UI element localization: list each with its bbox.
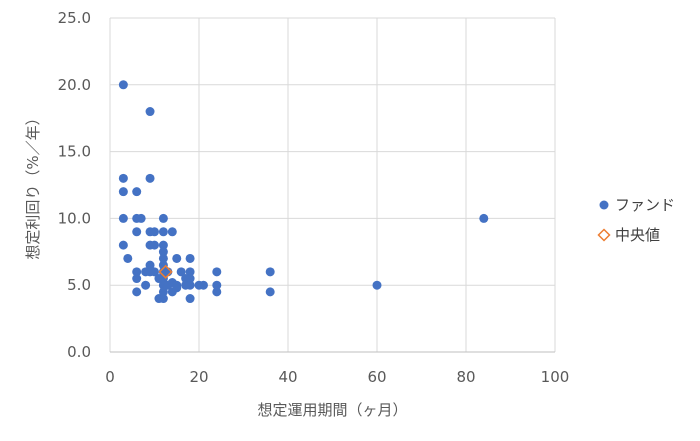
gridlines [109,17,556,353]
fund-point [158,213,168,223]
y-tick-label: 0.0 [67,343,91,361]
fund-point [132,187,142,197]
fund-point [212,267,222,277]
fund-point [185,274,195,284]
y-tick-label: 15.0 [58,143,91,161]
fund-point [150,267,159,277]
median-point [158,264,173,279]
legend: ファンド 中央値 [597,196,675,244]
legend-median-label: 中央値 [615,226,660,244]
fund-point [132,267,142,277]
fund-point [158,227,168,237]
y-tick-label: 10.0 [58,209,91,227]
fund-point [265,267,275,277]
fund-point [265,287,275,297]
fund-point [479,213,489,223]
y-axis-title: 想定利回り（%／年） [24,110,42,259]
fund-point [185,267,195,277]
fund-point [118,187,128,197]
fund-point [145,260,155,270]
x-tick-label: 80 [456,368,475,386]
fund-point [167,227,177,237]
fund-point [132,274,142,284]
fund-point [123,253,133,263]
fund-point [172,253,182,263]
x-tick-label: 60 [367,368,386,386]
x-tick-label: 40 [278,368,297,386]
fund-point [118,240,128,250]
fund-point [372,280,382,290]
fund-point [158,287,168,297]
fund-point [212,287,222,297]
fund-point [118,80,128,90]
y-tick-label: 5.0 [67,276,91,294]
fund-point [172,283,182,293]
fund-point [145,107,155,117]
x-tick-label: 0 [105,368,115,386]
y-tick-label: 20.0 [58,76,91,94]
fund-point [118,173,128,183]
fund-point [118,213,128,223]
fund-point [185,253,195,263]
fund-point [212,280,222,290]
fund-point [185,294,195,304]
fund-point [145,173,155,183]
fund-point [158,260,168,270]
fund-point [158,247,168,257]
y-tick-label: 25.0 [58,9,91,27]
fund-point [136,213,146,223]
y-tick-labels: 0.0 5.0 10.0 15.0 20.0 25.0 [58,9,91,361]
fund-point [150,227,159,237]
fund-point [132,287,142,297]
legend-fund-label: ファンド [615,196,675,214]
fund-point [158,253,168,263]
fund-point [141,280,151,290]
fund-point [176,267,186,277]
fund-point [132,227,142,237]
legend-fund-marker [599,200,609,210]
fund-point [185,280,195,290]
legend-item-fund: ファンド [599,196,675,214]
x-tick-label: 100 [541,368,570,386]
x-tick-label: 20 [189,368,208,386]
fund-point [198,280,208,290]
legend-median-marker [597,228,611,242]
fund-point [158,294,168,304]
fund-point [158,274,168,284]
legend-item-median: 中央値 [597,226,660,244]
fund-point [158,240,168,250]
data-points [118,80,489,304]
x-axis-title: 想定運用期間（ヶ月） [257,401,407,419]
x-tick-labels: 0 20 40 60 80 100 [105,368,569,386]
fund-point [150,240,159,250]
